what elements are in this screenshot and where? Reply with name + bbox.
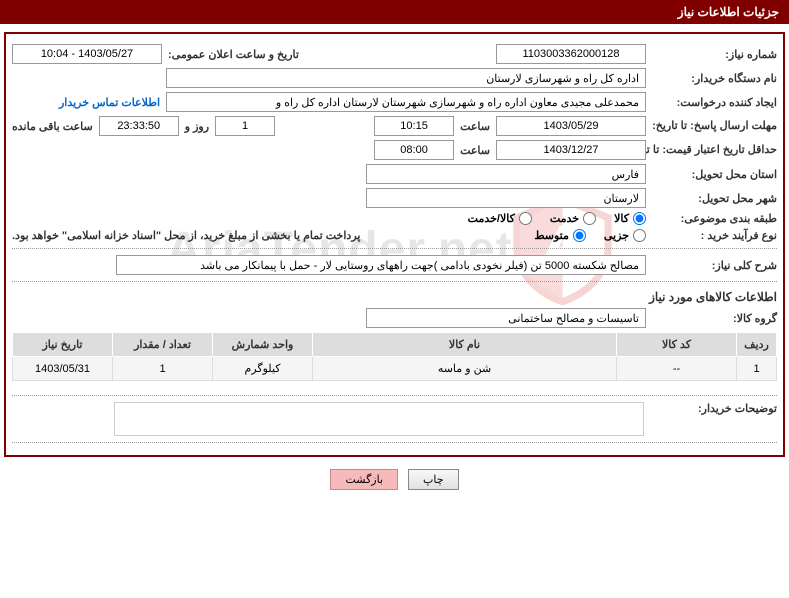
divider-2: [12, 281, 777, 282]
province-label: استان محل تحویل:: [652, 168, 777, 181]
hour-label-2: ساعت: [460, 144, 490, 157]
city-input[interactable]: [366, 188, 646, 208]
requester-input[interactable]: [166, 92, 646, 112]
page-title: جزئیات اطلاعات نیاز: [678, 5, 779, 19]
days-input[interactable]: [215, 116, 275, 136]
table-cell-0-0: 1: [737, 357, 777, 381]
divider-3: [12, 395, 777, 396]
purchase-radio-group: جزیی متوسط: [534, 229, 646, 242]
goods-table: ردیفکد کالانام کالاواحد شمارشتعداد / مقد…: [12, 332, 777, 381]
announce-label: تاریخ و ساعت اعلان عمومی:: [168, 48, 299, 61]
need-number-label: شماره نیاز:: [652, 48, 777, 61]
time-remain-input[interactable]: [99, 116, 179, 136]
category-option-0[interactable]: کالا: [614, 212, 646, 225]
province-input[interactable]: [366, 164, 646, 184]
table-row: 1--شن و ماسهکیلوگرم11403/05/31: [13, 357, 777, 381]
table-header-row: ردیفکد کالانام کالاواحد شمارشتعداد / مقد…: [13, 333, 777, 357]
table-cell-0-1: --: [617, 357, 737, 381]
validity-hour-input[interactable]: [374, 140, 454, 160]
table-header-0: ردیف: [737, 333, 777, 357]
purchase-label-1: متوسط: [534, 229, 569, 242]
buyer-notes-label: توضیحات خریدار:: [652, 402, 777, 415]
divider-4: [12, 442, 777, 443]
category-radio-2[interactable]: [519, 212, 532, 225]
reply-hour-input[interactable]: [374, 116, 454, 136]
purchase-note: پرداخت تمام یا بخشی از مبلغ خرید، از محل…: [12, 229, 360, 242]
back-button[interactable]: بازگشت: [330, 469, 398, 490]
purchase-label-0: جزیی: [604, 229, 629, 242]
table-cell-0-5: 1403/05/31: [13, 357, 113, 381]
category-label-0: کالا: [614, 212, 629, 225]
table-cell-0-2: شن و ماسه: [313, 357, 617, 381]
category-label: طبقه بندی موضوعی:: [652, 212, 777, 225]
print-button[interactable]: چاپ: [408, 469, 459, 490]
buyer-name-label: نام دستگاه خریدار:: [652, 72, 777, 85]
requester-label: ایجاد کننده درخواست:: [652, 96, 777, 109]
category-radio-0[interactable]: [633, 212, 646, 225]
table-header-4: تعداد / مقدار: [113, 333, 213, 357]
category-label-1: خدمت: [550, 212, 579, 225]
buyer-name-input[interactable]: [166, 68, 646, 88]
city-label: شهر محل تحویل:: [652, 192, 777, 205]
table-header-1: کد کالا: [617, 333, 737, 357]
validity-label: حداقل تاریخ اعتبار قیمت: تا تاریخ:: [652, 143, 777, 157]
desc-label: شرح کلی نیاز:: [652, 259, 777, 272]
buyer-notes-box: [114, 402, 644, 436]
category-option-2[interactable]: کالا/خدمت: [468, 212, 532, 225]
reply-deadline-label: مهلت ارسال پاسخ: تا تاریخ:: [652, 119, 777, 133]
hour-label-1: ساعت: [460, 120, 490, 133]
group-input[interactable]: [366, 308, 646, 328]
category-option-1[interactable]: خدمت: [550, 212, 596, 225]
divider-1: [12, 248, 777, 249]
category-radio-group: کالا خدمت کالا/خدمت: [468, 212, 646, 225]
time-remain-label: ساعت باقی مانده: [12, 120, 93, 133]
days-and-label: روز و: [185, 120, 209, 133]
reply-date-input[interactable]: [496, 116, 646, 136]
purchase-type-label: نوع فرآیند خرید :: [652, 229, 777, 242]
validity-date-input[interactable]: [496, 140, 646, 160]
contact-link[interactable]: اطلاعات تماس خریدار: [59, 96, 160, 109]
form-frame: شماره نیاز: تاریخ و ساعت اعلان عمومی: نا…: [4, 32, 785, 457]
need-number-input[interactable]: [496, 44, 646, 64]
category-radio-1[interactable]: [583, 212, 596, 225]
table-cell-0-4: 1: [113, 357, 213, 381]
table-cell-0-3: کیلوگرم: [213, 357, 313, 381]
page-title-bar: جزئیات اطلاعات نیاز: [0, 0, 789, 24]
table-header-2: نام کالا: [313, 333, 617, 357]
desc-input[interactable]: [116, 255, 646, 275]
purchase-option-1[interactable]: متوسط: [534, 229, 586, 242]
purchase-radio-1[interactable]: [573, 229, 586, 242]
table-header-5: تاریخ نیاز: [13, 333, 113, 357]
purchase-radio-0[interactable]: [633, 229, 646, 242]
table-header-3: واحد شمارش: [213, 333, 313, 357]
goods-section-title: اطلاعات کالاهای مورد نیاز: [12, 290, 777, 304]
category-label-2: کالا/خدمت: [468, 212, 515, 225]
purchase-option-0[interactable]: جزیی: [604, 229, 646, 242]
announce-input[interactable]: [12, 44, 162, 64]
group-label: گروه کالا:: [652, 312, 777, 325]
